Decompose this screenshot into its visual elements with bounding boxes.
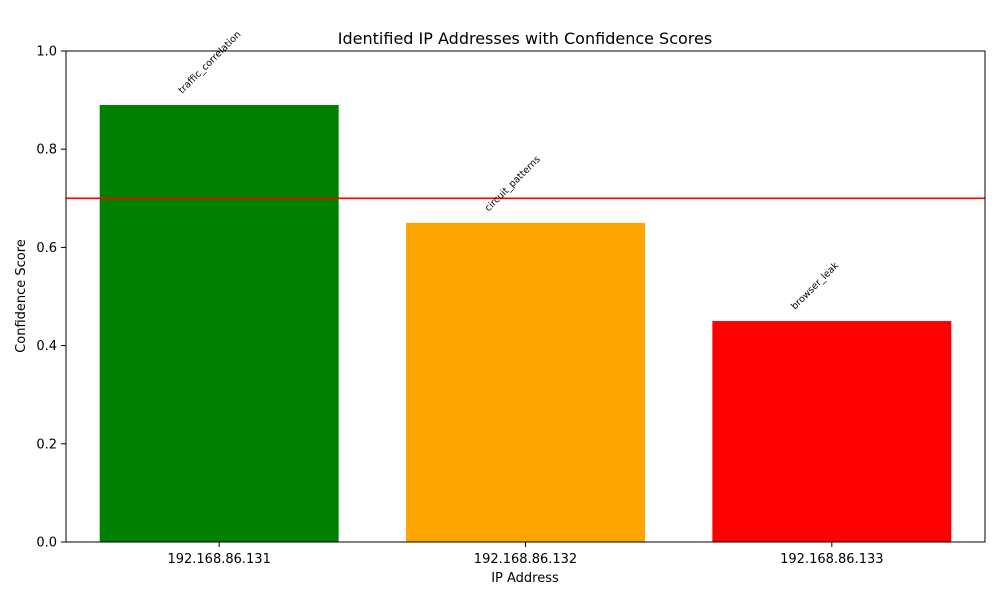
y-tick-label: 0.6 [36,241,57,256]
x-tick-label: 192.168.86.131 [167,552,270,567]
bar-192-168-86-133 [712,321,952,542]
x-axis-label: IP Address [491,571,559,586]
bar-annotation: traffic_correlation [177,29,244,96]
bar-annotation: circuit_patterns [483,154,543,214]
bar-192-168-86-131 [99,105,339,542]
bars-layer [99,105,952,542]
y-tick-label: 0.8 [36,143,57,158]
bar-192-168-86-132 [406,222,645,542]
x-axis: 192.168.86.131 192.168.86.132 192.168.86.1… [167,542,884,567]
y-tick-label: 0.2 [36,437,57,452]
chart-title: Identified IP Addresses with Confidence … [338,29,712,48]
y-tick-label: 0.0 [36,536,57,551]
x-tick-label: 192.168.86.133 [780,552,883,567]
y-axis: 0.0 0.2 0.4 0.6 0.8 1.0 [36,45,66,551]
bar-annotation: browser_leak [789,260,841,312]
x-tick-label: 192.168.86.132 [474,552,577,567]
y-tick-label: 0.4 [36,339,57,354]
y-tick-label: 1.0 [36,45,57,60]
y-axis-label: Confidence Score [14,239,29,353]
